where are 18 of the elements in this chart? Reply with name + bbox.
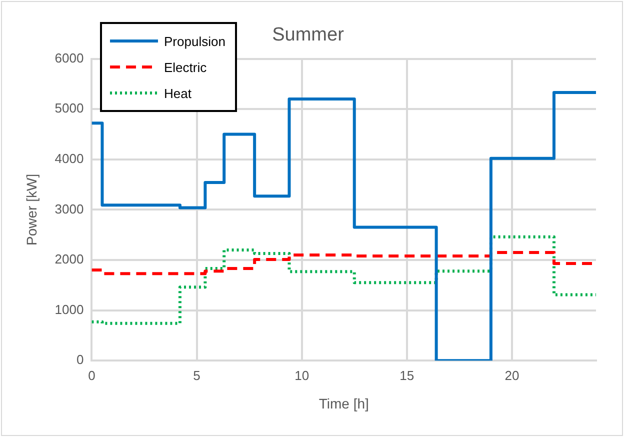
- x-tick-label: 0: [88, 368, 96, 383]
- y-tick-label: 5000: [54, 100, 84, 116]
- x-tick-label: 5: [193, 368, 200, 383]
- legend-label: Heat: [164, 86, 192, 100]
- y-tick-label: 6000: [54, 50, 84, 66]
- legend-label: Propulsion: [164, 34, 226, 48]
- chart-title: Summer: [272, 24, 345, 46]
- legend-label: Electric: [164, 60, 207, 74]
- x-tick-label: 10: [294, 368, 310, 383]
- x-tick-label: 20: [504, 368, 520, 383]
- y-tick-label: 4000: [54, 150, 84, 166]
- x-axis-title: Time [h]: [318, 395, 369, 412]
- y-tick-label: 1000: [54, 302, 84, 317]
- y-axis-title: Power [kW]: [23, 174, 40, 246]
- x-tick-label: 15: [400, 368, 414, 383]
- y-tick-label: 0: [76, 352, 84, 368]
- y-tick-label: 2000: [54, 252, 84, 267]
- y-tick-label: 3000: [54, 201, 84, 216]
